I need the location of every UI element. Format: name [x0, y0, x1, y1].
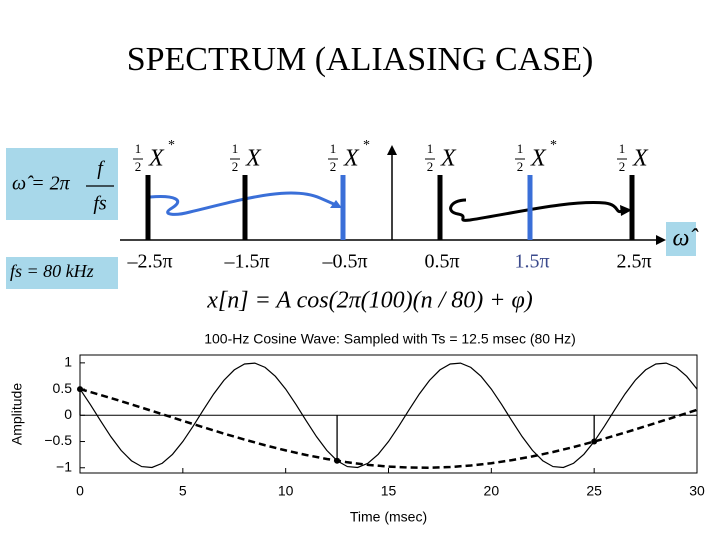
fraction-den: 2 [517, 159, 524, 174]
fraction-den: 2 [232, 159, 239, 174]
slide-title: SPECTRUM (ALIASING CASE) [127, 41, 594, 78]
spectrum-sup: * [168, 138, 175, 153]
alias-arrow [149, 191, 337, 216]
formula-lhs: ω̂ = 2π [12, 173, 71, 195]
x-tick-label: 15 [381, 483, 397, 499]
spectrum-symbol: X [148, 146, 165, 172]
fraction-num: 1 [330, 141, 337, 156]
sample-point [334, 457, 341, 464]
sample-point [591, 438, 598, 445]
freq-label: 2.5π [616, 251, 651, 273]
y-tick-label: −1 [56, 458, 72, 474]
fraction-num: 1 [232, 141, 239, 156]
x-tick-label: 25 [586, 483, 602, 499]
fraction-den: 2 [427, 159, 434, 174]
y-tick-label: 0 [64, 406, 72, 422]
chart-title: 100-Hz Cosine Wave: Sampled with Ts = 12… [204, 331, 576, 347]
x-tick-label: 20 [484, 483, 500, 499]
alias-curve [79, 387, 698, 469]
spectrum-symbol: X [530, 146, 547, 172]
freq-axis-arrow [656, 235, 666, 245]
signal-formula: x[n] = A cos(2π(100)(n / 80) + φ) [206, 288, 532, 314]
x-tick-label: 30 [689, 483, 705, 499]
y-tick-label: 1 [64, 354, 72, 370]
spectrum-symbol: X [632, 146, 649, 172]
sample-point [77, 386, 83, 393]
fraction-num: 1 [135, 141, 142, 156]
x-tick-label: 10 [278, 483, 294, 499]
y-axis-label: Amplitude [9, 383, 25, 445]
x-tick-label: 5 [179, 483, 187, 499]
fraction-num: 1 [517, 141, 524, 156]
vertical-axis-arrow [387, 145, 397, 155]
alias-arrowhead [330, 200, 342, 208]
formula-box [6, 148, 118, 220]
spectrum-sup: * [550, 138, 557, 153]
fraction-num: 1 [427, 141, 434, 156]
fraction-den: 2 [135, 159, 142, 174]
freq-label: –1.5π [223, 251, 269, 273]
formula-num: f [97, 158, 105, 180]
x-axis-label: Time (msec) [350, 509, 427, 525]
freq-label: 0.5π [424, 251, 459, 273]
spectrum-symbol: X [343, 146, 360, 172]
freq-label: –2.5π [126, 251, 172, 273]
y-tick-label: 0.5 [53, 380, 73, 396]
x-tick-label: 0 [76, 483, 84, 499]
freq-label: 1.5π [514, 251, 549, 273]
y-tick-label: −0.5 [44, 432, 72, 448]
spectrum-sup: * [363, 138, 370, 153]
freq-label: –0.5π [321, 251, 367, 273]
fraction-den: 2 [619, 159, 626, 174]
spectrum-symbol: X [440, 146, 457, 172]
plot-frame [79, 354, 698, 474]
axis-label-box [666, 222, 696, 256]
fs-text: fs = 80 kHz [10, 261, 94, 281]
formula-den: fs [93, 193, 107, 215]
fraction-num: 1 [619, 141, 626, 156]
fraction-den: 2 [330, 159, 337, 174]
alias-arrow [449, 198, 623, 222]
alias-arrowhead [620, 205, 632, 216]
spectrum-symbol: X [245, 146, 262, 172]
fs-box [6, 257, 118, 289]
